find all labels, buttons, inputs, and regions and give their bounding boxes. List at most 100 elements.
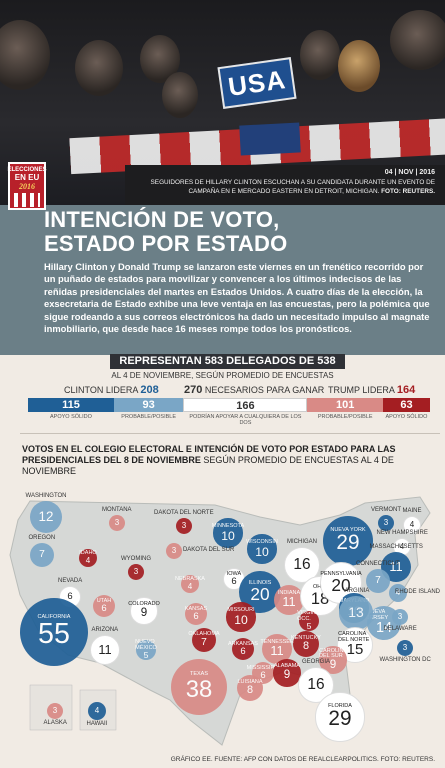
state-name: ARKANSAS: [228, 640, 258, 647]
state-votes: 10: [221, 528, 235, 543]
state-name: VIRGINIA OCC.: [297, 610, 321, 622]
lead-paragraph: Hillary Clinton y Donald Trump se lanzar…: [44, 261, 430, 335]
state-name: KENTUCKY: [291, 634, 321, 641]
photo-caption: 04 | NOV | 2016 SEGUIDORES DE HILLARY CL…: [125, 165, 445, 205]
state-votes: 3: [52, 705, 58, 715]
clinton-label: CLINTON LIDERA: [64, 385, 138, 395]
state-votes: 8: [246, 684, 254, 697]
caption-body: SEGUIDORES DE HILLARY CLINTON ESCUCHAN A…: [150, 179, 435, 195]
state-circle: LUISIANA 8: [236, 674, 263, 701]
state-votes: 4: [399, 541, 405, 551]
state-circle: PENNSYLVANIA 20: [320, 562, 362, 604]
state-name: MICHIGAN: [287, 538, 317, 545]
state-name: DAKOTA DEL SUR: [182, 547, 235, 553]
state-circle: 7: [365, 568, 391, 594]
state-votes: 4: [94, 705, 100, 715]
state-name: NUEVA YORK: [330, 526, 366, 533]
map-title: VOTOS EN EL COLEGIO ELECTORAL E INTENCIÓ…: [22, 444, 442, 477]
state-name: TEXAS: [189, 671, 209, 678]
state-circle: ALABAMA 9: [273, 659, 301, 687]
state-name: WISCONSIN: [246, 539, 278, 546]
state-votes: 6: [260, 670, 266, 681]
clinton-leads: CLINTON LIDERA 208: [64, 384, 159, 396]
state-votes: 7: [39, 548, 45, 560]
usa-sign: USA: [217, 57, 297, 109]
state-circle: 3: [392, 609, 408, 625]
state-name: ILLINOIS: [248, 579, 272, 586]
state-name: FLORIDA: [328, 702, 352, 709]
state-circle: CAROLINA DEL SUR 9: [319, 646, 347, 674]
state-circle: MISSOURI 10: [226, 602, 256, 632]
state-name: OKLAHOMA: [188, 631, 220, 638]
state-name: MASSACHUSETTS: [369, 543, 423, 550]
state-circle: OKLAHOMA 7: [188, 627, 220, 653]
trump-leads: TRUMP LIDERA 164: [328, 384, 415, 396]
state-circle: COLORADO 9: [128, 597, 160, 625]
badge-line2: EN EU: [14, 173, 40, 182]
state-circle: 4: [87, 701, 107, 721]
title-line2: ESTADO POR ESTADO: [44, 231, 288, 256]
crowd-figure: [162, 72, 198, 118]
trump-label: TRUMP LIDERA: [328, 385, 395, 395]
state-name: PENNSYLVANIA: [320, 570, 362, 577]
state-name: GEORGIA: [302, 658, 331, 665]
state-circle: KENTUCKY 8: [291, 630, 321, 657]
state-circle: 3: [166, 543, 182, 559]
map-title-bold: VOTOS EN EL COLEGIO ELECTORAL E INTENCIÓ…: [22, 444, 396, 465]
state-name: RHODE ISLAND: [395, 589, 441, 595]
badge-line1: ELECCIONES: [7, 167, 47, 173]
state-votes: 6: [193, 611, 199, 622]
state-circle: 11: [89, 634, 121, 666]
state-votes: 9: [140, 606, 148, 619]
state-name: LUISIANA: [237, 678, 263, 685]
state-votes: 13: [348, 604, 364, 621]
caption-text: SEGUIDORES DE HILLARY CLINTON ESCUCHAN A…: [129, 178, 435, 196]
state-votes: 3: [114, 517, 120, 527]
state-circle: TENNESSEE 11: [260, 633, 294, 665]
state-votes: 20: [250, 584, 270, 605]
delegates-segment-label: PODRÍAN APOYAR A CUALQUIERA DE LOS DOS: [189, 414, 302, 426]
state-votes: 15: [346, 641, 364, 658]
crowd-figure: [75, 40, 123, 96]
state-votes: 11: [98, 641, 112, 657]
state-name: CAROLINA DEL NORTE: [338, 631, 370, 643]
state-circle: 3: [176, 518, 192, 534]
state-circle: 3: [128, 564, 144, 580]
state-votes: 14: [375, 620, 393, 637]
electoral-map: 12 WASHINGTON 3 MONTANA 3 DAKOTA DEL NORTE MIN…: [0, 493, 445, 755]
state-circle: 12: [30, 501, 62, 533]
section-divider: [20, 433, 440, 434]
state-name: IOWA: [226, 570, 242, 577]
state-name: WASHINGTON: [25, 493, 67, 500]
delegates-title: REPRESENTAN 583 DELEGADOS DE 538: [110, 354, 345, 369]
state-name: INDIANA: [277, 589, 301, 596]
state-name: WASHINGTON DC: [379, 656, 431, 663]
badge-line3: 2016: [19, 182, 35, 191]
state-circle: 11: [380, 551, 412, 583]
state-circle: 3: [397, 640, 413, 656]
state-votes: 3: [402, 642, 408, 652]
caption-credit: FOTO: REUTERS.: [381, 188, 435, 195]
state-name: CAROLINA DEL SUR: [319, 647, 347, 660]
state-name: NUEVO MÉXICO: [135, 639, 157, 651]
state-votes: 6: [240, 646, 246, 657]
state-circle: 3: [47, 703, 63, 719]
state-votes: 6: [67, 591, 73, 603]
state-circle: 4: [388, 583, 408, 603]
crowd-figure: [0, 20, 50, 90]
state-name: HAWAII: [86, 721, 108, 728]
state-name: UTAH: [96, 597, 112, 604]
crowd-figure: [338, 40, 380, 92]
state-votes: 8: [302, 640, 310, 653]
state-name: VERMONT: [371, 507, 401, 514]
crowd-figure: [300, 30, 340, 80]
state-circle: TEXAS 38: [170, 658, 228, 716]
state-circle: 4: [392, 537, 412, 557]
state-circle: CAROLINA DEL NORTE 15: [337, 627, 373, 663]
state-votes: 4: [85, 555, 91, 565]
state-votes: 9: [329, 658, 337, 671]
state-circle: 4: [402, 515, 422, 535]
state-name: NEBRASKA: [175, 576, 205, 583]
delegates-segment: 63: [382, 398, 430, 412]
state-name: ARIZONA: [91, 626, 119, 633]
